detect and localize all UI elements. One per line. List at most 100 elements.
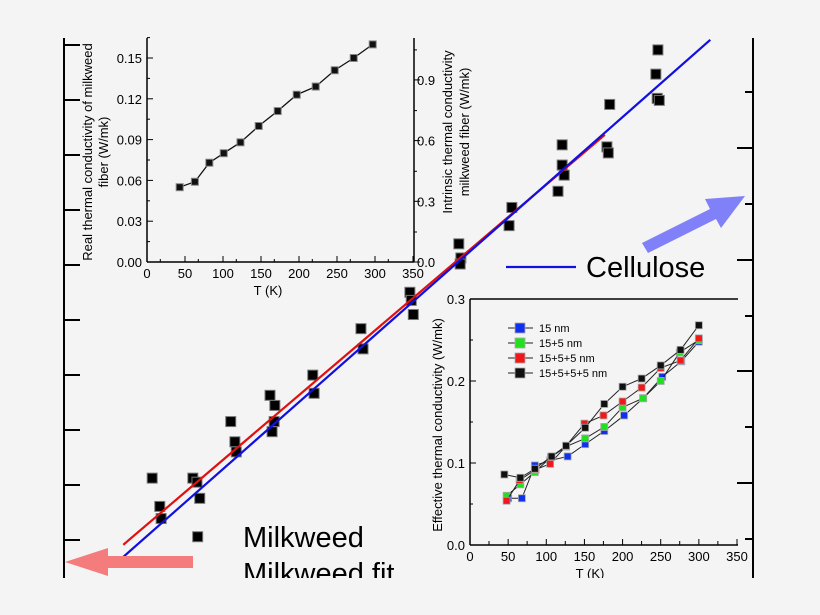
- inset-effective-y-label: Effective thermal conductivity (W/mk): [430, 318, 445, 532]
- inset-real-x-tick-label: 50: [178, 266, 192, 281]
- blue-arrow-icon: [642, 196, 745, 253]
- series-point-3: [562, 441, 571, 450]
- legend-label-1: 15+5 nm: [539, 338, 582, 350]
- series-point-3: [676, 345, 685, 354]
- milkweed-point: [652, 44, 664, 56]
- milkweed-point: [229, 436, 241, 448]
- inset-real-point: [190, 177, 199, 186]
- inset-real-y-tick-label: 0.03: [117, 214, 142, 229]
- series-point-2: [502, 496, 511, 505]
- series-point-0: [517, 494, 526, 503]
- series-point-2: [618, 397, 627, 406]
- inset-real-point: [330, 66, 339, 75]
- milkweed-label: Milkweed: [243, 522, 364, 554]
- series-point-2: [599, 411, 608, 420]
- milkweed-point: [552, 185, 564, 197]
- legend-label-3: 15+5+5+5 nm: [539, 368, 607, 380]
- intrinsic-y-tick-label: 0.3: [417, 194, 435, 209]
- series-point-3: [694, 321, 703, 330]
- cellulose-line: [122, 38, 712, 558]
- inset-effective-x-tick-label: 350: [726, 549, 748, 564]
- series-point-0: [563, 452, 572, 461]
- inset-effective-x-label: T (K): [576, 566, 605, 581]
- milkweed-point: [453, 238, 465, 250]
- inset-effective-x-tick-label: 200: [612, 549, 634, 564]
- legend-marker-2: [514, 352, 526, 364]
- series-point-3: [600, 400, 609, 408]
- inset-effective-x-tick-label: 50: [501, 549, 515, 564]
- inset-effective-y-tick-label: 0.3: [447, 292, 465, 307]
- legend-label-2: 15+5+5 nm: [539, 353, 595, 365]
- series-point-2: [676, 356, 685, 365]
- inset-effective-y-tick-label: 0.2: [447, 374, 465, 389]
- legend-label-0: 15 nm: [539, 323, 570, 335]
- inset-real-y-tick-label: 0.12: [117, 92, 142, 107]
- series-point-3: [516, 473, 525, 482]
- inset-real-x-tick-label: 0: [143, 266, 150, 281]
- milkweed-point: [355, 323, 367, 335]
- series-point-1: [639, 394, 648, 403]
- inset-real-y-tick-label: 0.15: [117, 51, 142, 66]
- milkweed-fit-label: Milkweed fit: [243, 558, 395, 590]
- inset-real-point: [175, 183, 184, 192]
- series-point-3: [581, 423, 590, 432]
- cellulose-label: Cellulose: [586, 252, 705, 284]
- milkweed-point: [192, 531, 204, 543]
- milkweed-point: [602, 147, 614, 159]
- inset-real-point: [273, 107, 282, 116]
- inset-real-point: [311, 82, 320, 91]
- milkweed-point: [503, 220, 515, 232]
- milkweed-point: [604, 98, 616, 110]
- inset-real-point: [292, 90, 301, 99]
- inset-effective-x-tick-label: 0: [466, 549, 473, 564]
- series-point-3: [500, 470, 509, 479]
- inset-real-x-tick-label: 100: [212, 266, 234, 281]
- legend-marker-3: [514, 367, 526, 379]
- milkweed-point: [146, 472, 158, 484]
- milkweed-point: [650, 68, 662, 80]
- inset-real-x-tick-label: 300: [364, 266, 386, 281]
- milkweed-point: [506, 201, 518, 213]
- intrinsic-y-tick-label: 0.0: [417, 255, 435, 270]
- series-point-3: [637, 374, 646, 383]
- series-point-3: [547, 452, 556, 461]
- intrinsic-y-tick-label: 0.9: [417, 73, 435, 88]
- milkweed-point: [194, 492, 206, 504]
- series-point-2: [694, 334, 703, 343]
- series-point-1: [581, 434, 590, 443]
- inset-real-point: [205, 158, 214, 167]
- inset-real-y-tick-label: 0.06: [117, 173, 142, 188]
- series-point-0: [620, 411, 628, 420]
- intrinsic-y-label-line2: milkweed fiber (W/mk): [457, 68, 472, 197]
- inset-real-point: [236, 138, 245, 147]
- series-point-1: [656, 377, 665, 385]
- milkweed-point: [407, 309, 419, 321]
- legend-marker-0: [514, 322, 526, 334]
- inset-effective-y-tick-label: 0.0: [447, 538, 465, 553]
- inset-real-x-tick-label: 150: [250, 266, 272, 281]
- inset-effective-x-tick-label: 300: [688, 549, 710, 564]
- milkweed-point: [556, 139, 568, 151]
- milkweed-point: [154, 500, 166, 512]
- series-point-2: [637, 383, 646, 392]
- inset-real-point: [254, 122, 263, 130]
- inset-real-point: [349, 54, 358, 62]
- inset-real-point: [368, 40, 377, 49]
- milkweed-point: [269, 399, 281, 411]
- milkweed-point: [653, 94, 665, 106]
- milkweed-point: [264, 389, 276, 401]
- milkweed-point: [225, 416, 237, 428]
- inset-real-x-label: T (K): [254, 283, 283, 298]
- inset-real-x-tick-label: 350: [402, 266, 424, 281]
- red-arrow-icon: [65, 548, 193, 576]
- legend-marker-1: [514, 337, 526, 349]
- inset-effective-y-tick-label: 0.1: [447, 456, 465, 471]
- intrinsic-y-tick-label: 0.6: [417, 134, 435, 149]
- series-point-3: [656, 361, 665, 370]
- intrinsic-y-label-line1: Intrinsic thermal conductivity: [440, 50, 455, 214]
- inset-real-y-label-line1: Real thermal conductivity of milkweed: [80, 43, 95, 260]
- inset-real-y-tick-label: 0.09: [117, 133, 142, 148]
- series-point-1: [600, 423, 609, 431]
